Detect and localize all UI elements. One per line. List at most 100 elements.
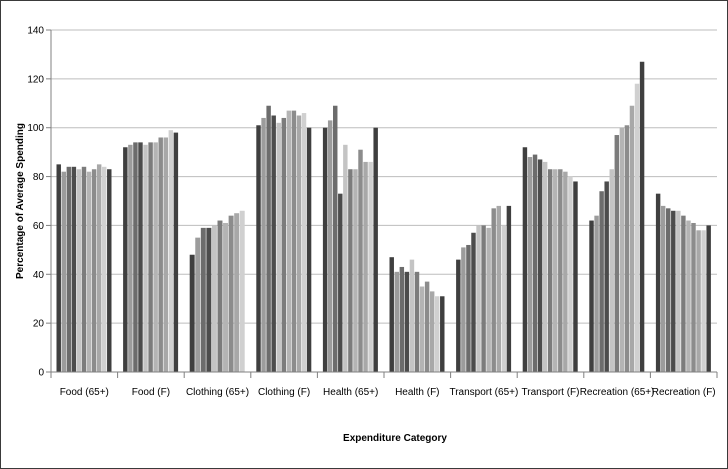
x-tick-label: Health (65+) (323, 387, 378, 398)
x-tick-label: Transport (F) (522, 387, 580, 398)
x-tick-label: Transport (65+) (449, 387, 518, 398)
bar (624, 125, 630, 373)
y-tick-label: 0 (38, 368, 44, 379)
bar (96, 164, 102, 372)
bar (394, 271, 399, 372)
bar (389, 257, 394, 372)
bar (486, 227, 491, 372)
bar (414, 271, 420, 372)
y-tick-label: 100 (27, 123, 44, 134)
bar (409, 259, 415, 372)
bar (532, 154, 538, 372)
x-axis-title: Expenditure Category (343, 433, 447, 444)
x-tick-label: Clothing (F) (258, 387, 310, 398)
bar (527, 157, 533, 372)
bar (101, 166, 107, 372)
bar (281, 117, 287, 372)
bar (217, 220, 223, 372)
bar (153, 142, 158, 372)
x-tick-label: Food (F) (132, 387, 170, 398)
x-tick-label: Health (F) (395, 387, 439, 398)
bar (599, 191, 604, 372)
y-tick-label: 80 (33, 172, 45, 183)
bar (696, 230, 701, 372)
bar (291, 110, 297, 373)
bar (301, 113, 307, 372)
x-tick-label: Recreation (F) (652, 387, 716, 398)
bar (138, 142, 143, 372)
bar (353, 169, 358, 372)
bar (681, 215, 686, 372)
bar (424, 281, 430, 372)
x-tick-labels: Food (65+) Food (F) Clothing (65+) Clothing… (60, 387, 716, 398)
bar (496, 205, 501, 372)
bar (634, 83, 640, 373)
bar (358, 149, 363, 372)
x-tick-label: Recreation (65+) (580, 387, 655, 398)
bar (271, 115, 276, 372)
bar (537, 159, 543, 372)
bar (86, 171, 92, 372)
bar (655, 193, 661, 372)
bar (306, 127, 312, 373)
bar (158, 137, 163, 372)
bar (189, 254, 195, 372)
bar (573, 181, 578, 372)
bar (296, 115, 302, 372)
y-tick-label: 120 (27, 74, 44, 85)
y-tick-labels: 0 20 40 60 80 100 120 140 (27, 26, 44, 379)
bar (327, 120, 333, 372)
bar (553, 169, 558, 372)
bar (419, 286, 425, 372)
bar (211, 225, 217, 372)
bar (234, 213, 240, 372)
bar (476, 225, 481, 372)
bar (133, 142, 138, 372)
bar (604, 181, 609, 372)
bar (228, 215, 234, 372)
bar (206, 227, 212, 372)
bar (614, 135, 620, 372)
bar (261, 117, 266, 372)
bar (256, 125, 261, 373)
bar (56, 164, 61, 372)
bar (168, 130, 174, 372)
bar (348, 169, 353, 372)
bar (91, 169, 97, 372)
bar (148, 142, 153, 372)
bar (71, 166, 77, 372)
bar (660, 205, 666, 372)
bar (434, 296, 440, 372)
bar (542, 161, 548, 372)
bar (266, 105, 271, 372)
bar (368, 161, 373, 372)
bar (471, 232, 476, 372)
bar (223, 222, 229, 372)
y-axis-title: Percentage of Average Spending (15, 123, 26, 279)
bar (200, 227, 206, 372)
x-tick-label: Food (65+) (60, 387, 109, 398)
bar (701, 230, 706, 372)
bar (568, 176, 573, 372)
bar (239, 210, 245, 372)
bar (286, 110, 292, 373)
bar (491, 208, 496, 372)
bar (173, 132, 179, 372)
bar (639, 61, 645, 372)
bar (547, 169, 553, 372)
bar (461, 247, 466, 372)
bar (629, 105, 635, 372)
bar (429, 291, 435, 372)
bar (399, 266, 405, 372)
bar (76, 169, 82, 372)
bar (666, 208, 671, 372)
y-tick-label: 40 (33, 270, 45, 281)
bar (66, 166, 72, 372)
bar (123, 147, 128, 372)
bar (333, 105, 338, 372)
bar (706, 225, 711, 372)
bar (440, 296, 445, 372)
bar (691, 222, 696, 372)
bar (338, 193, 343, 372)
